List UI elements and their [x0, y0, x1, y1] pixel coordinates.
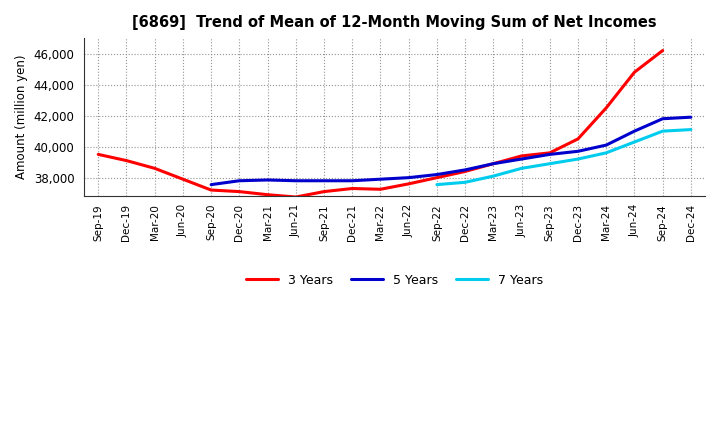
3 Years	[320, 189, 328, 194]
3 Years	[461, 169, 469, 174]
3 Years	[489, 161, 498, 166]
3 Years	[517, 153, 526, 158]
5 Years	[461, 167, 469, 172]
5 Years	[687, 114, 696, 120]
5 Years	[433, 172, 441, 177]
7 Years	[461, 180, 469, 185]
5 Years	[348, 178, 356, 183]
3 Years	[264, 192, 272, 198]
7 Years	[630, 139, 639, 145]
7 Years	[433, 182, 441, 187]
5 Years	[517, 156, 526, 161]
5 Years	[489, 161, 498, 166]
Y-axis label: Amount (million yen): Amount (million yen)	[15, 55, 28, 180]
7 Years	[574, 156, 582, 161]
5 Years	[630, 128, 639, 134]
5 Years	[264, 177, 272, 183]
5 Years	[574, 149, 582, 154]
7 Years	[489, 173, 498, 179]
Title: [6869]  Trend of Mean of 12-Month Moving Sum of Net Incomes: [6869] Trend of Mean of 12-Month Moving …	[132, 15, 657, 30]
3 Years	[433, 175, 441, 180]
5 Years	[658, 116, 667, 121]
3 Years	[348, 186, 356, 191]
3 Years	[546, 150, 554, 155]
Line: 5 Years: 5 Years	[211, 117, 691, 185]
7 Years	[546, 161, 554, 166]
Line: 7 Years: 7 Years	[437, 130, 691, 185]
7 Years	[517, 166, 526, 171]
5 Years	[602, 143, 611, 148]
3 Years	[150, 166, 159, 171]
5 Years	[405, 175, 413, 180]
5 Years	[207, 182, 215, 187]
3 Years	[94, 152, 102, 157]
3 Years	[602, 105, 611, 110]
3 Years	[574, 136, 582, 142]
3 Years	[658, 48, 667, 53]
3 Years	[292, 194, 300, 200]
Line: 3 Years: 3 Years	[98, 51, 662, 197]
7 Years	[602, 150, 611, 155]
5 Years	[320, 178, 328, 183]
7 Years	[658, 128, 667, 134]
7 Years	[687, 127, 696, 132]
5 Years	[546, 152, 554, 157]
Legend: 3 Years, 5 Years, 7 Years: 3 Years, 5 Years, 7 Years	[241, 269, 548, 292]
5 Years	[235, 178, 243, 183]
3 Years	[207, 187, 215, 193]
3 Years	[122, 158, 131, 163]
3 Years	[179, 176, 187, 182]
3 Years	[630, 70, 639, 75]
5 Years	[292, 178, 300, 183]
3 Years	[235, 189, 243, 194]
3 Years	[376, 187, 384, 192]
5 Years	[376, 176, 384, 182]
3 Years	[405, 181, 413, 187]
